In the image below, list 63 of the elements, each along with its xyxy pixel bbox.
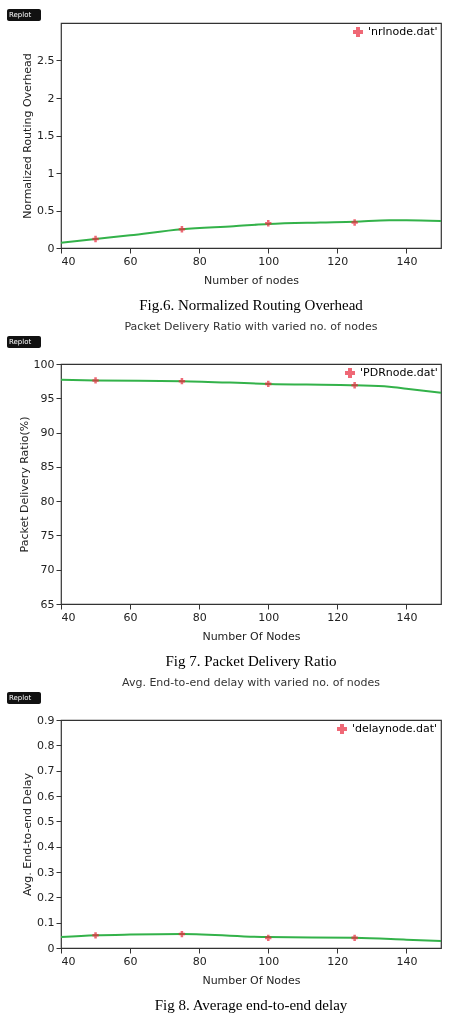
x-tick-label: 60 (123, 254, 138, 268)
y-tick-label: 0.5 (37, 204, 55, 217)
x-tick-label: 60 (123, 954, 138, 968)
y-tick-label: 70 (40, 563, 55, 577)
x-tick-label: 140 (396, 954, 418, 968)
y-tick-label: 0.7 (37, 764, 55, 778)
y-tick-label: 0.5 (37, 814, 55, 828)
legend-label: 'delaynode.dat' (352, 722, 438, 735)
point (265, 220, 272, 227)
point (351, 219, 358, 226)
x-axis-title: Number Of Nodes (202, 629, 301, 643)
line-series (60, 933, 442, 942)
y-tick-label: 1.5 (37, 129, 55, 142)
x-tick-label: 80 (192, 254, 207, 268)
y-tick-label: 95 (40, 391, 55, 405)
x-tick-label: 40 (61, 254, 76, 268)
x-tick-label: 120 (327, 254, 349, 268)
x-tick-label: 140 (396, 254, 418, 268)
y-tick-label: 0.2 (37, 890, 55, 904)
x-tick-label: 120 (327, 954, 349, 968)
caption: Fig.6. Normalized Routing Overhead (139, 297, 364, 313)
y-tick-label: 65 (40, 597, 55, 611)
y-axis-title: Avg. End-to-end Delay (21, 772, 35, 897)
x-axis-title: Number of nodes (204, 273, 300, 287)
x-axis-title: Number Of Nodes (202, 973, 301, 987)
y-tick-label: 0 (47, 941, 55, 955)
legend-label: 'nrlnode.dat' (368, 25, 438, 38)
y-tick-label: 1 (47, 166, 55, 180)
chart-title: Packet Delivery Ratio with varied no. of nodes (124, 320, 378, 333)
chart-title: Avg. End-to-end delay with varied no. of nodes (122, 676, 381, 689)
x-tick-label: 40 (61, 610, 76, 624)
y-tick-label: 2 (47, 91, 55, 105)
x-tick-label: 100 (258, 954, 280, 968)
legend-label: 'PDRnode.dat' (360, 366, 438, 379)
x-tick-label: 40 (61, 954, 76, 968)
caption: Fig 7. Packet Delivery Ratio (165, 653, 337, 669)
x-tick-label: 100 (258, 610, 280, 624)
y-tick-label: 75 (40, 528, 55, 542)
line-series (60, 219, 442, 244)
y-tick-label: 80 (40, 494, 55, 508)
y-tick-label: 0.4 (37, 840, 55, 854)
y-axis-title: Packet Delivery Ratio(%) (17, 416, 31, 553)
y-tick-label: 0 (47, 241, 55, 255)
y-tick-label: 0.1 (37, 916, 55, 930)
x-tick-label: 80 (192, 610, 207, 624)
y-tick-label: 100 (33, 357, 55, 371)
x-tick-label: 80 (192, 954, 207, 968)
point (92, 235, 99, 243)
y-tick-label: 2.5 (37, 54, 55, 67)
y-tick-label: 0.3 (37, 865, 55, 879)
x-tick-label: 140 (396, 610, 418, 624)
x-tick-label: 100 (258, 254, 280, 268)
x-tick-label: 120 (327, 610, 349, 624)
y-tick-label: 0.8 (37, 738, 55, 752)
y-axis-title: Normalized Routing Overhead (21, 53, 35, 219)
caption: Fig 8. Average end-to-end delay (154, 997, 348, 1013)
y-tick-label: 0.9 (37, 713, 55, 727)
y-tick-label: 90 (40, 426, 55, 440)
line-series (60, 378, 442, 394)
x-tick-label: 60 (123, 610, 138, 624)
y-tick-label: 0.6 (37, 789, 55, 803)
point (178, 226, 186, 233)
y-tick-label: 85 (40, 460, 55, 474)
